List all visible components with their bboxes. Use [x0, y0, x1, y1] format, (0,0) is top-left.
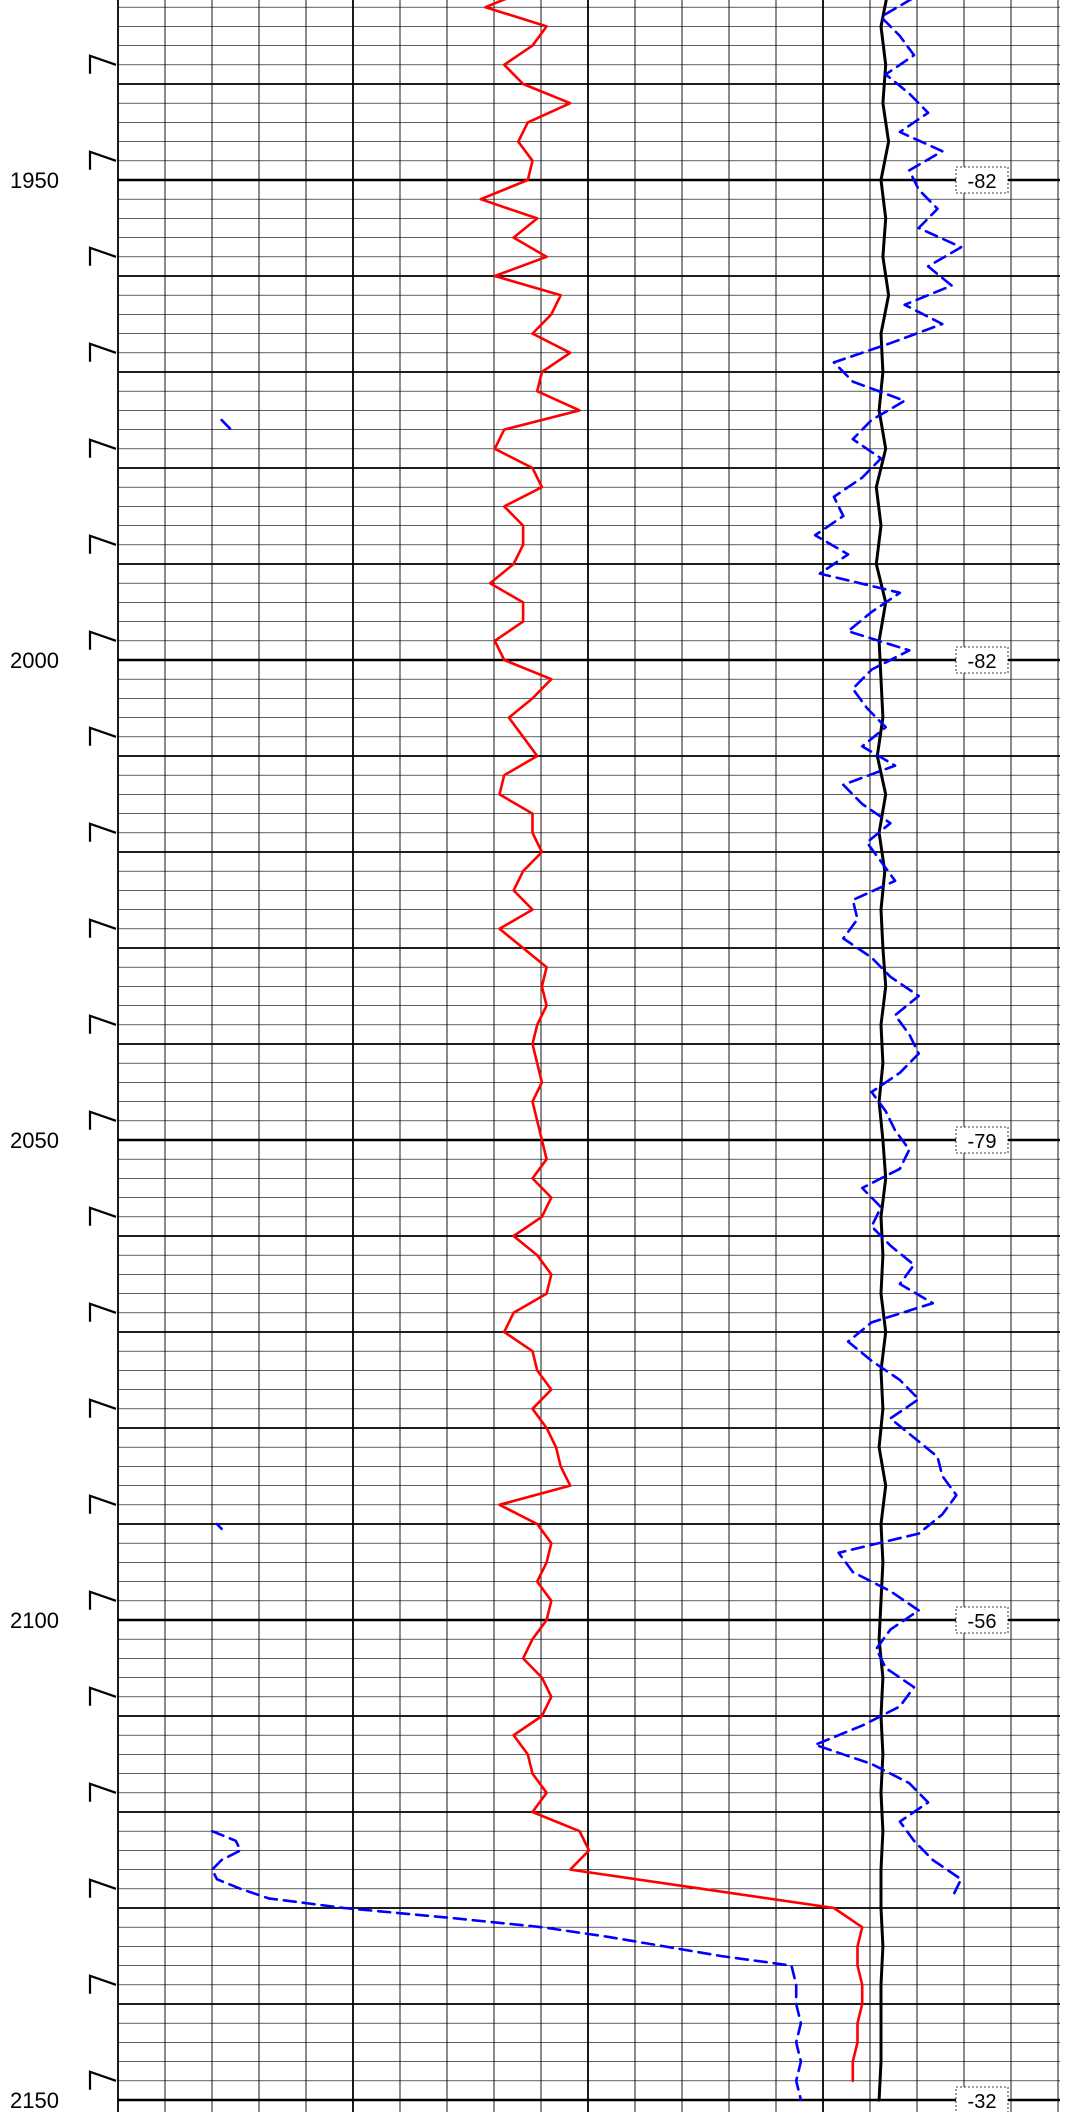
depth-marker	[88, 534, 117, 554]
depth-marker	[88, 342, 117, 362]
depth-marker	[88, 1974, 117, 1994]
depth-marker	[88, 822, 117, 842]
depth-marker	[88, 1494, 117, 1514]
depth-marker	[88, 630, 117, 650]
depth-axis: 1950 2000 2050 2100 2150	[10, 168, 59, 2112]
series-line-0	[479, 0, 864, 2083]
value-label-box	[955, 1606, 1009, 1634]
value-label-box	[955, 166, 1009, 194]
series-line-1	[874, 0, 891, 2102]
value-label: -32	[968, 2091, 997, 2112]
value-label: -82	[968, 171, 997, 193]
depth-tick-label: 1950	[10, 168, 59, 193]
value-label-box	[955, 646, 1009, 674]
depth-marker	[88, 54, 117, 74]
depth-tick-label: 2100	[10, 1608, 59, 1633]
depth-marker	[88, 2070, 117, 2090]
depth-marker	[88, 1398, 117, 1418]
depth-marker	[88, 1878, 117, 1898]
depth-marker	[88, 918, 117, 938]
depth-marker	[88, 1590, 117, 1610]
depth-marker	[88, 1302, 117, 1322]
depth-markers	[88, 54, 117, 2090]
series-line-2	[215, 1522, 223, 1531]
series-line-2	[813, 0, 963, 1900]
value-label-box	[955, 2086, 1009, 2112]
depth-marker	[88, 246, 117, 266]
depth-marker	[88, 1686, 117, 1706]
log-curves	[210, 0, 963, 2102]
value-label: -82	[968, 651, 997, 673]
value-label: -79	[968, 1131, 997, 1153]
depth-marker	[88, 1110, 117, 1130]
series-line-2	[210, 1829, 803, 2102]
depth-marker	[88, 150, 117, 170]
depth-tick-label: 2150	[10, 2088, 59, 2112]
depth-tick-label: 2000	[10, 648, 59, 673]
depth-marker	[88, 1206, 117, 1226]
series-line-2	[220, 418, 233, 431]
value-label-box	[955, 1126, 1009, 1154]
depth-marker	[88, 726, 117, 746]
depth-marker	[88, 1782, 117, 1802]
depth-marker	[88, 1014, 117, 1034]
curve-value-labels: -82 -82 -79 -56 -32	[955, 166, 1009, 2112]
depth-tick-label: 2050	[10, 1128, 59, 1153]
grid	[117, 0, 1060, 2112]
value-label: -56	[968, 1611, 997, 1633]
depth-marker	[88, 438, 117, 458]
